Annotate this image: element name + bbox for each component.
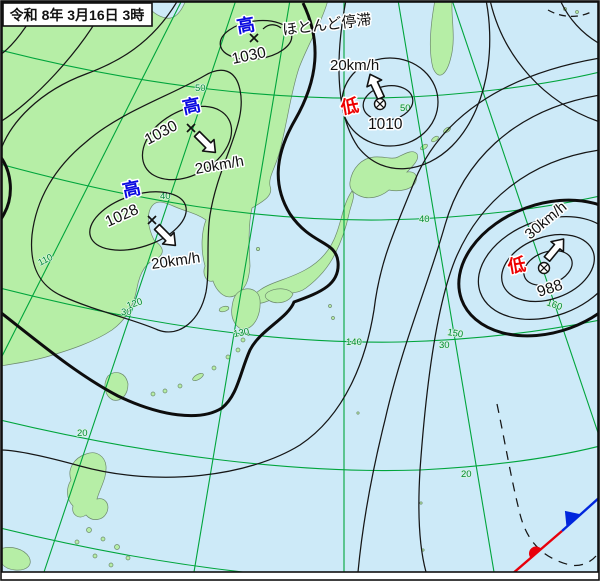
label-lat-20-east: 20 (461, 469, 472, 480)
date-box (2, 2, 153, 27)
annotation-tail (262, 24, 282, 30)
trough-dashed-line (496, 403, 597, 567)
isobar-low-988-ring6 (357, 94, 598, 572)
high-symbol: 高 (235, 13, 256, 37)
movement-arrow-southeast (153, 223, 177, 247)
isobar-high-outer-ring (30, 69, 242, 333)
isobar-high-1030 (141, 105, 233, 181)
isobar-low-988-ring5 (418, 149, 598, 572)
movement-arrow-northeast (543, 238, 565, 263)
isobar (2, 2, 178, 149)
land-honshu (252, 190, 354, 304)
high-center-mark (147, 215, 157, 225)
low-pressure-value: 1010 (368, 116, 403, 133)
parallel-40n (2, 163, 598, 221)
label-lat-20-west: 20 (77, 428, 88, 439)
high-center-mark (249, 33, 259, 43)
label-lon-150: 150 (447, 327, 464, 340)
front-semicircle (528, 546, 542, 559)
meridian-160 (452, 2, 598, 435)
land-hokkaido (349, 151, 419, 199)
isobar-low-988-ring3 (477, 215, 598, 321)
parallel-10n (2, 527, 248, 572)
isobar-thick-main (2, 2, 340, 418)
high-center-mark (186, 123, 196, 133)
date-text: 令和 8年 3月16日 3時 (9, 7, 145, 23)
movement-arrow-north (366, 73, 386, 101)
land-shikoku (264, 288, 294, 304)
low-movement-label: 20km/h (330, 57, 379, 74)
label-lat-50-east: 50 (400, 103, 411, 114)
isobar-low-988-ring1 (523, 250, 573, 286)
date-header: 令和 8年 3月16日 3時 (2, 2, 153, 27)
land-kyushu (231, 288, 261, 330)
label-lat-30-east: 30 (439, 340, 450, 351)
isobar-low-988-ring4-thick (457, 198, 598, 338)
label-lat-50-west: 50 (195, 83, 206, 94)
meridian-110 (2, 2, 182, 358)
land-luzon (67, 452, 109, 520)
parallel-30n (2, 287, 598, 343)
low-symbol: 低 (338, 94, 360, 118)
isobar-low-1010-inner (362, 85, 414, 121)
isobar-low-988-ring7 (2, 57, 598, 478)
land-sakhalin (430, 2, 454, 76)
isobar-low-1010-outer (341, 57, 439, 147)
label-lat-40-east: 40 (419, 214, 430, 225)
dashed-arc-top-right (547, 9, 592, 17)
isobar-low-988-ring2 (501, 233, 595, 303)
isobar-thick-left-edge (2, 156, 12, 221)
isobar-high-1028 (89, 191, 187, 251)
isobar-high-1030-north (219, 19, 293, 61)
isobar (560, 2, 598, 44)
parallel-50n (2, 49, 598, 99)
low-center-mark (373, 97, 387, 111)
label-lon-140: 140 (346, 337, 362, 348)
front-triangle (564, 510, 581, 527)
label-lat-30-west: 30 (121, 307, 132, 318)
meridian-120 (43, 2, 236, 572)
stationary-front (512, 497, 598, 572)
low-center-mark (537, 261, 551, 275)
label-lon-130: 130 (233, 326, 251, 340)
movement-arrow-southeast (193, 130, 217, 154)
isobar (489, 2, 598, 122)
isobar-around-low-1010 (338, 2, 491, 170)
parallel-20n (2, 419, 598, 472)
low-symbol: 低 (505, 253, 527, 277)
